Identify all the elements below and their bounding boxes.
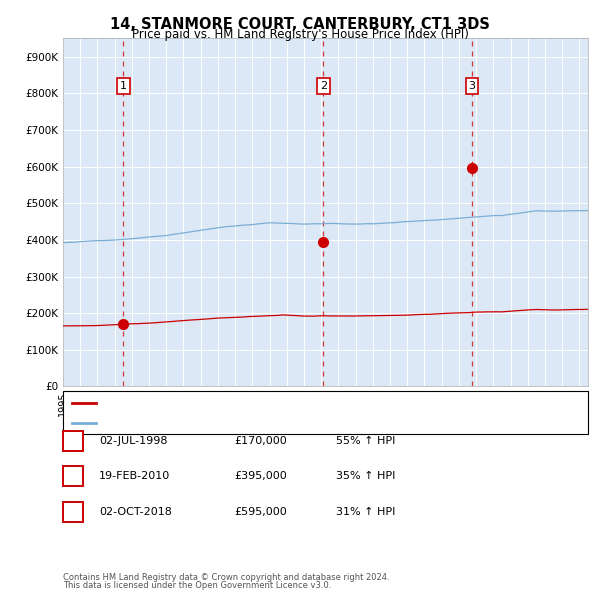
Text: 14, STANMORE COURT, CANTERBURY, CT1 3DS (detached house): 14, STANMORE COURT, CANTERBURY, CT1 3DS … [101,398,425,408]
Text: HPI: Average price, detached house, Canterbury: HPI: Average price, detached house, Cant… [101,418,341,428]
Text: 14, STANMORE COURT, CANTERBURY, CT1 3DS: 14, STANMORE COURT, CANTERBURY, CT1 3DS [110,17,490,31]
Text: 55% ↑ HPI: 55% ↑ HPI [336,436,395,445]
Text: £395,000: £395,000 [234,471,287,481]
Text: 1: 1 [120,81,127,91]
Text: Contains HM Land Registry data © Crown copyright and database right 2024.: Contains HM Land Registry data © Crown c… [63,572,389,582]
Text: Price paid vs. HM Land Registry's House Price Index (HPI): Price paid vs. HM Land Registry's House … [131,28,469,41]
Text: 2: 2 [320,81,327,91]
Text: 3: 3 [469,81,475,91]
Text: 19-FEB-2010: 19-FEB-2010 [99,471,170,481]
Text: 02-JUL-1998: 02-JUL-1998 [99,436,167,445]
Text: £595,000: £595,000 [234,507,287,516]
Text: 1: 1 [70,434,77,447]
Text: 3: 3 [70,505,77,518]
Text: £170,000: £170,000 [234,436,287,445]
Text: 31% ↑ HPI: 31% ↑ HPI [336,507,395,516]
Text: This data is licensed under the Open Government Licence v3.0.: This data is licensed under the Open Gov… [63,581,331,590]
Text: 2: 2 [70,470,77,483]
Text: 02-OCT-2018: 02-OCT-2018 [99,507,172,516]
Text: 35% ↑ HPI: 35% ↑ HPI [336,471,395,481]
